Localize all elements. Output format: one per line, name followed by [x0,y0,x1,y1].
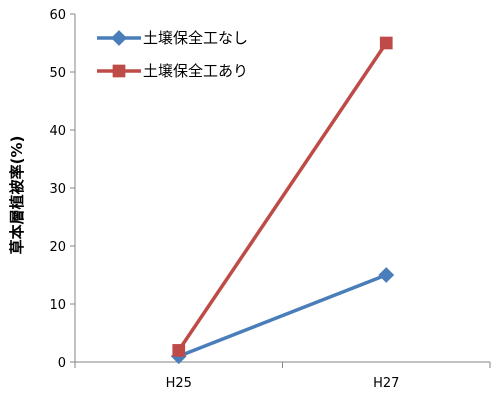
y-tick-label: 40 [49,124,66,139]
data-point [172,344,186,357]
series-layer [170,36,395,365]
y-tick-label: 60 [49,8,66,23]
y-tick-label: 50 [49,66,66,81]
legend-item: 土壌保全工あり [97,62,248,80]
x-tick-label: H27 [373,376,399,391]
series-1 [170,267,395,365]
axes: 0 10 20 30 40 50 60 H25 H27 [49,8,491,391]
y-axis-title: 草本層植被率(%) [8,136,26,255]
legend-label: 土壌保全工なし [143,29,248,47]
legend-item: 土壌保全工なし [97,29,248,47]
x-tick-label: H25 [166,376,192,391]
legend-label: 土壌保全工あり [143,62,248,80]
data-point [379,36,393,50]
y-tick-label: 0 [58,356,66,371]
series-2 [172,36,393,357]
data-point [378,267,395,283]
series-line [177,42,388,352]
legend-marker [111,30,127,46]
legend-marker [112,64,126,78]
y-tick-label: 30 [49,182,66,197]
y-tick-label: 10 [49,298,66,313]
series-line [178,273,387,358]
y-tick-label: 20 [49,240,66,255]
